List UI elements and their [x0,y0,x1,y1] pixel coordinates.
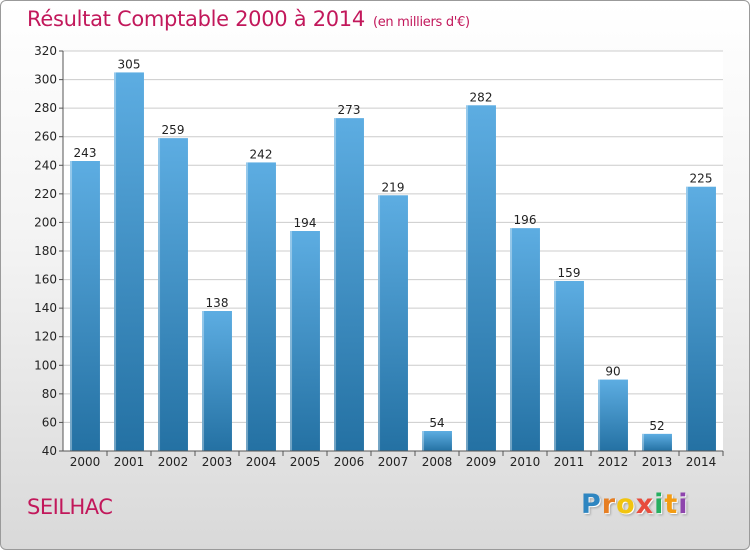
bar-highlight [422,431,425,451]
logo-letter: i [654,489,665,520]
bar-2004 [246,162,276,451]
y-tick-label: 300 [34,73,57,87]
value-label-2014: 225 [690,172,713,186]
y-tick-label: 240 [34,158,57,172]
logo-letter: x [635,489,655,520]
chart-subtitle: (en milliers d'€) [372,15,470,30]
chart-title-text: Résultat Comptable 2000 à 2014 [27,7,365,31]
value-label-2007: 219 [382,180,405,194]
value-label-2003: 138 [206,296,229,310]
value-label-2008: 54 [429,416,444,430]
bar-2003 [202,311,232,451]
bar-2000 [70,161,100,451]
bar-highlight [246,162,249,451]
bar-2013 [642,433,672,451]
bar-highlight [334,118,337,452]
y-tick-label: 60 [42,415,57,429]
logo-letter: P [581,489,602,520]
proxiti-logo: Proxiti [581,489,689,520]
bar-2005 [290,231,320,451]
x-tick-label: 2005 [290,455,321,469]
y-tick-label: 40 [42,444,57,458]
y-tick-label: 200 [34,215,57,229]
y-tick-label: 160 [34,273,57,287]
x-tick-label: 2004 [246,455,277,469]
x-axis-ticks: 2000 2001 2002 2003 2004 2005 2006 2007 2008 2009… [70,451,724,469]
bar-2012 [598,379,628,451]
bar-highlight [202,311,205,451]
y-tick-label: 320 [34,44,57,58]
bar-highlight [158,138,161,451]
x-tick-label: 2011 [554,455,585,469]
x-tick-label: 2012 [598,455,629,469]
bar-2001 [114,72,144,451]
bar-highlight [510,228,513,451]
x-tick-label: 2001 [114,455,145,469]
logo-letter: o [616,489,636,520]
bar-2007 [378,195,408,451]
x-tick-label: 2014 [686,455,717,469]
bar-highlight [114,72,117,451]
city-name: SEILHAC [27,495,113,519]
logo-letter: i [678,489,689,520]
bar-highlight [290,231,293,451]
bar-highlight [554,281,557,451]
y-tick-label: 120 [34,330,57,344]
y-tick-label: 280 [34,101,57,115]
bar-2006 [334,118,364,452]
bar-highlight [598,379,601,451]
bar-2008 [422,431,452,451]
value-label-2002: 259 [162,123,185,137]
value-label-2009: 282 [470,90,493,104]
x-tick-label: 2009 [466,455,497,469]
x-tick-label: 2007 [378,455,409,469]
value-label-2004: 242 [250,147,273,161]
value-label-2001: 305 [118,57,141,71]
bar-2011 [554,281,584,451]
bar-highlight [466,105,469,452]
bars [70,72,716,452]
y-tick-label: 220 [34,187,57,201]
x-tick-label: 2008 [422,455,453,469]
bar-2010 [510,228,540,451]
value-label-2013: 52 [649,419,664,433]
bar-2009 [466,105,496,452]
value-label-2006: 273 [338,103,361,117]
logo-letter: t [664,489,679,520]
value-label-2000: 243 [74,146,97,160]
bar-highlight [642,433,645,451]
value-label-2005: 194 [294,216,317,230]
y-tick-label: 80 [42,387,57,401]
bar-2014 [686,186,716,451]
value-label-2010: 196 [514,213,537,227]
x-tick-label: 2013 [642,455,673,469]
x-tick-label: 2010 [510,455,541,469]
value-label-2012: 90 [605,365,620,379]
chart-title: Résultat Comptable 2000 à 2014 (en millie… [27,7,470,31]
bar-2002 [158,138,188,451]
y-tick-label: 100 [34,358,57,372]
bar-highlight [378,195,381,451]
x-tick-label: 2003 [202,455,233,469]
y-tick-label: 260 [34,130,57,144]
x-tick-label: 2006 [334,455,365,469]
x-tick-label: 2002 [158,455,189,469]
value-label-2011: 159 [558,266,581,280]
bar-highlight [686,186,689,451]
x-tick-label: 2000 [70,455,101,469]
logo-letter: r [601,489,617,520]
y-axis-ticks: 40 60 80 100 120 140 160 180 200 220 240 260 280 300 3… [34,44,63,458]
value-labels: 243 305 259 138 242 194 273 219 54 282 196 159 90 52 2… [74,57,713,432]
y-tick-label: 180 [34,244,57,258]
bar-highlight [70,161,73,451]
y-tick-label: 140 [34,301,57,315]
